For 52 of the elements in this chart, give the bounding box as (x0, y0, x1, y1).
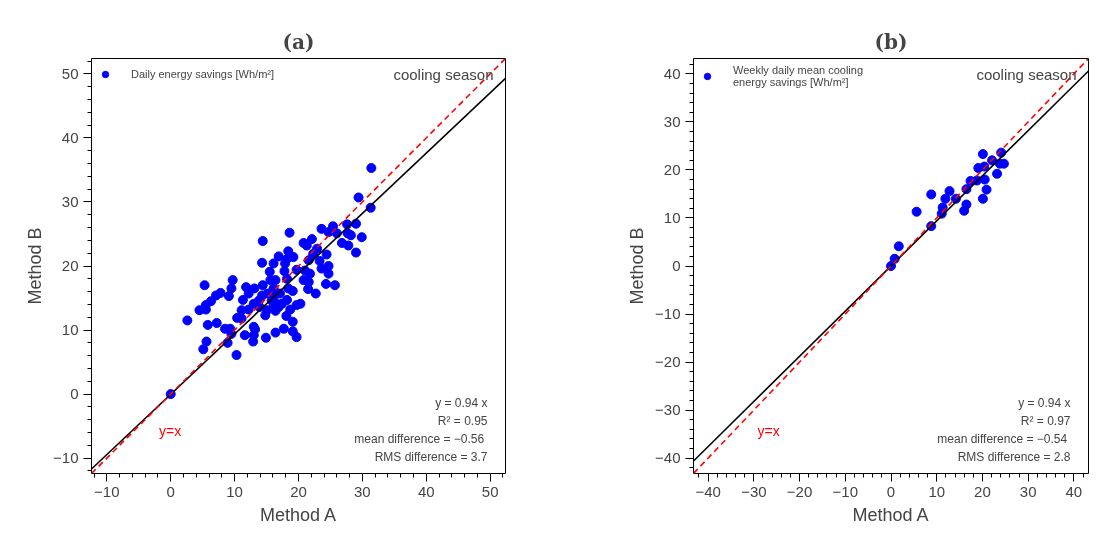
x-tick-label: 40 (1065, 482, 1083, 500)
annotation: y = 0.94 x (435, 395, 488, 410)
y-axis-title: Method B (627, 227, 648, 305)
series-label: y=x (159, 422, 182, 439)
y-tick-label: 10 (663, 208, 681, 226)
x-tick-label: 10 (928, 482, 946, 500)
y-tick-label: −10 (53, 449, 79, 467)
annotation: RMS difference = 2.8 (957, 449, 1071, 464)
x-tick-label: 50 (481, 482, 499, 500)
x-tick-label: 10 (226, 482, 243, 500)
annotation: mean difference = −0.56 (354, 431, 485, 446)
x-tick-label: −20 (786, 482, 813, 500)
annotation: cooling season (393, 65, 494, 83)
y-tick-label: 30 (61, 192, 79, 210)
x-axis-title: Method A (259, 504, 337, 525)
y-tick-label: 20 (61, 257, 79, 274)
x-tick-label: 0 (166, 482, 175, 500)
y-tick-label: 50 (61, 64, 79, 82)
legend-label: Weekly daily mean cooling energy savings [Wh/m²] (733, 64, 864, 88)
x-axis-title: Method A (852, 504, 929, 525)
annotation: R² = 0.95 (437, 413, 488, 428)
y-tick-label: −40 (655, 449, 681, 467)
annotation: y = 0.94 x (1018, 395, 1071, 410)
x-tick-label: −10 (94, 482, 120, 500)
y-tick-label: 0 (672, 257, 681, 274)
chart-title: (a) (282, 29, 315, 54)
x-tick-label: 20 (290, 482, 307, 500)
y-tick-label: 20 (663, 160, 681, 178)
x-tick-label: 0 (886, 482, 896, 500)
y-tick-label: −10 (655, 305, 681, 323)
series-label: y=x (757, 422, 780, 439)
y-tick-label: 30 (663, 112, 681, 130)
x-tick-label: −30 (741, 482, 767, 500)
y-tick-label: −20 (655, 353, 681, 371)
y-tick-label: −30 (655, 401, 681, 419)
y-tick-label: 40 (61, 128, 79, 146)
x-tick-label: −10 (832, 482, 859, 500)
x-tick-label: −40 (695, 482, 721, 500)
annotation: cooling season (976, 65, 1077, 83)
annotation: mean difference = −0.54 (937, 431, 1068, 446)
annotation: RMS difference = 3.7 (374, 449, 488, 464)
legend-label: Daily energy savings [Wh/m²] (131, 68, 275, 80)
chart-title: (b) (874, 29, 908, 54)
annotation: R² = 0.97 (1020, 413, 1071, 428)
x-tick-label: 30 (354, 482, 371, 500)
y-tick-label: 10 (61, 321, 79, 339)
y-axis-title: Method B (25, 227, 46, 305)
y-tick-label: 40 (663, 64, 681, 82)
y-tick-label: 0 (70, 385, 79, 403)
x-tick-label: 30 (1019, 482, 1037, 500)
x-tick-label: 40 (417, 482, 435, 500)
x-tick-label: 20 (974, 482, 991, 500)
